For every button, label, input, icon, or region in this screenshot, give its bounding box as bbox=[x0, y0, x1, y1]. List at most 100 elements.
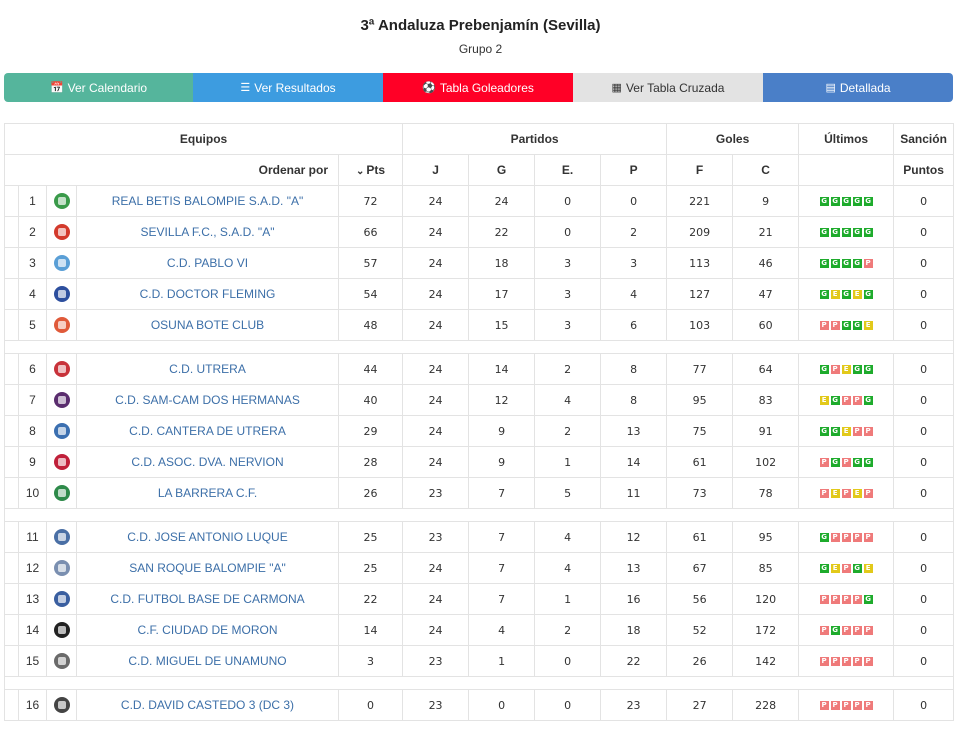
team-link[interactable]: SEVILLA F.C., S.A.D. "A" bbox=[140, 225, 275, 239]
team-cell: SAN ROQUE BALOMPIE "A" bbox=[76, 552, 339, 584]
team-link[interactable]: OSUNA BOTE CLUB bbox=[150, 318, 265, 332]
team-link[interactable]: REAL BETIS BALOMPIE S.A.D. "A" bbox=[111, 194, 304, 208]
result-badge: P bbox=[841, 701, 851, 711]
lost: 6 bbox=[600, 309, 668, 341]
team-crest-icon bbox=[53, 653, 70, 669]
result-badge: G bbox=[819, 564, 829, 574]
won: 9 bbox=[468, 415, 536, 447]
position: 1 bbox=[18, 185, 47, 217]
result-badge: P bbox=[863, 427, 873, 437]
team-crest-icon bbox=[53, 317, 70, 333]
sanction-points: 0 bbox=[893, 583, 955, 615]
team-link[interactable]: C.D. ASOC. DVA. NERVION bbox=[131, 455, 284, 469]
result-badge: G bbox=[830, 458, 840, 468]
result-badge: P bbox=[863, 701, 873, 711]
result-badge: G bbox=[830, 396, 840, 406]
position: 14 bbox=[18, 614, 47, 646]
team-link[interactable]: C.D. DAVID CASTEDO 3 (DC 3) bbox=[120, 698, 295, 712]
team-cell: C.F. CIUDAD DE MORON bbox=[76, 614, 339, 646]
team-link[interactable]: C.D. SAM-CAM DOS HERMANAS bbox=[115, 393, 300, 407]
result-badge: P bbox=[830, 595, 840, 605]
team-link[interactable]: C.D. FUTBOL BASE DE CARMONA bbox=[110, 592, 305, 606]
result-badge: E bbox=[841, 365, 851, 375]
tab-tabla-goleadores[interactable]: ⚽ Tabla Goleadores bbox=[383, 73, 573, 102]
goals-for: 61 bbox=[666, 446, 734, 478]
tab-ver-tabla-cruzada[interactable]: ▦ Ver Tabla Cruzada bbox=[573, 73, 763, 102]
result-badge: P bbox=[841, 626, 851, 636]
team-link[interactable]: C.D. MIGUEL DE UNAMUNO bbox=[128, 654, 287, 668]
team-crest-icon bbox=[53, 392, 70, 408]
points: 29 bbox=[337, 415, 404, 447]
goals-for: 77 bbox=[666, 353, 734, 385]
header-g: G bbox=[468, 154, 536, 186]
sanction-points: 0 bbox=[893, 309, 955, 341]
team-link[interactable]: C.D. UTRERA bbox=[169, 362, 246, 376]
goals-for: 67 bbox=[666, 552, 734, 584]
crest-cell bbox=[46, 353, 77, 385]
position: 11 bbox=[18, 521, 47, 553]
result-badge: G bbox=[819, 228, 829, 238]
crest-cell bbox=[46, 583, 77, 615]
team-cell: C.D. MIGUEL DE UNAMUNO bbox=[76, 645, 339, 677]
position: 10 bbox=[18, 477, 47, 509]
team-link[interactable]: SAN ROQUE BALOMPIE "A" bbox=[129, 561, 286, 575]
team-crest-icon bbox=[53, 193, 70, 209]
result-badge: P bbox=[852, 533, 862, 543]
standings-table: Equipos Partidos Goles Últimos Sanción O… bbox=[3, 123, 955, 721]
drawn: 1 bbox=[534, 583, 602, 615]
goals-against: 85 bbox=[732, 552, 800, 584]
played: 24 bbox=[402, 278, 470, 310]
pts-label: Pts bbox=[366, 163, 386, 177]
result-badge: G bbox=[852, 197, 862, 207]
sort-pts-button[interactable]: ⌄ Pts bbox=[337, 154, 404, 186]
result-badge: P bbox=[841, 458, 851, 468]
drawn: 2 bbox=[534, 415, 602, 447]
team-link[interactable]: LA BARRERA C.F. bbox=[157, 486, 258, 500]
group-separator bbox=[3, 508, 955, 522]
result-badge: P bbox=[841, 489, 851, 499]
won: 14 bbox=[468, 353, 536, 385]
drawn: 0 bbox=[534, 216, 602, 248]
position: 3 bbox=[18, 247, 47, 279]
tab-label: Detallada bbox=[839, 80, 891, 95]
team-link[interactable]: C.D. PABLO VI bbox=[166, 256, 249, 270]
goals-for: 113 bbox=[666, 247, 734, 279]
row-marker bbox=[4, 384, 19, 416]
points: 54 bbox=[337, 278, 404, 310]
row-marker bbox=[4, 185, 19, 217]
goals-for: 26 bbox=[666, 645, 734, 677]
crest-cell bbox=[46, 521, 77, 553]
team-cell: C.D. DOCTOR FLEMING bbox=[76, 278, 339, 310]
tab-ver-resultados[interactable]: ☰ Ver Resultados bbox=[193, 73, 383, 102]
team-crest-icon bbox=[53, 622, 70, 638]
team-cell: C.D. SAM-CAM DOS HERMANAS bbox=[76, 384, 339, 416]
team-link[interactable]: C.F. CIUDAD DE MORON bbox=[137, 623, 278, 637]
row-marker bbox=[4, 415, 19, 447]
played: 24 bbox=[402, 309, 470, 341]
team-crest-icon bbox=[53, 255, 70, 271]
team-crest-icon bbox=[53, 286, 70, 302]
tab-detallada[interactable]: ▤ Detallada bbox=[763, 73, 953, 102]
result-badge: P bbox=[841, 396, 851, 406]
team-link[interactable]: C.D. CANTERA DE UTRERA bbox=[129, 424, 286, 438]
position: 2 bbox=[18, 216, 47, 248]
header-ultimos-empty bbox=[798, 154, 895, 186]
tab-ver-calendario[interactable]: 📅 Ver Calendario bbox=[4, 73, 193, 102]
nav-tabs: 📅 Ver Calendario ☰ Ver Resultados ⚽ Tabl… bbox=[4, 73, 953, 102]
team-link[interactable]: C.D. JOSE ANTONIO LUQUE bbox=[127, 530, 288, 544]
goals-against: 21 bbox=[732, 216, 800, 248]
group-separator bbox=[3, 676, 955, 690]
drawn: 0 bbox=[534, 689, 602, 721]
result-badge: E bbox=[819, 396, 829, 406]
result-badge: P bbox=[819, 458, 829, 468]
lost: 23 bbox=[600, 689, 668, 721]
team-link[interactable]: C.D. DOCTOR FLEMING bbox=[139, 287, 276, 301]
